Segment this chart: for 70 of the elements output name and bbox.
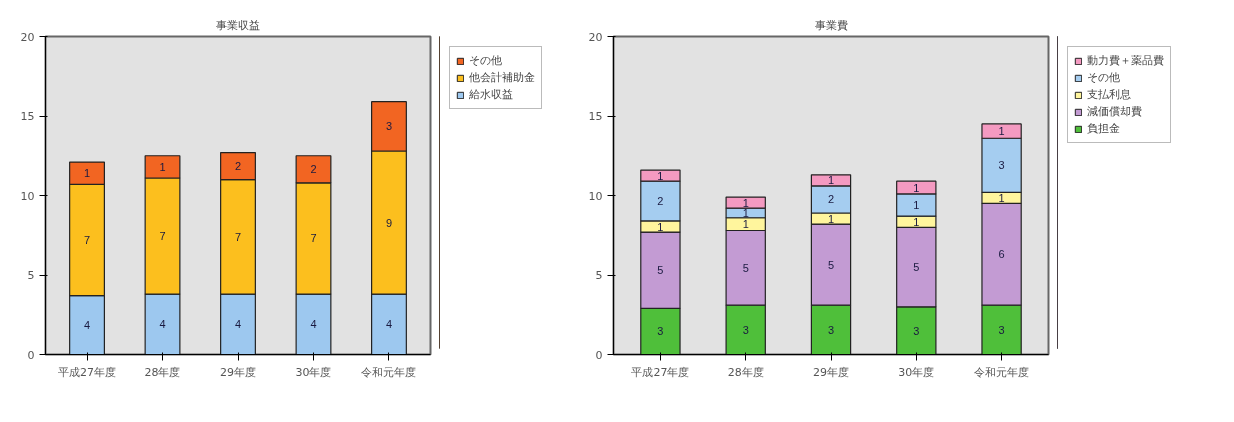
data-label: 1: [998, 191, 1005, 204]
y-tick-label: 15: [20, 110, 35, 123]
x-tick-label: 平成27年度: [58, 365, 117, 379]
data-label: 1: [827, 212, 835, 225]
legend-label: 支払利息: [1087, 87, 1131, 102]
data-label: 1: [913, 181, 920, 194]
x-tick-label: 29年度: [813, 365, 849, 379]
data-label: 7: [83, 234, 91, 247]
data-label: 4: [385, 318, 393, 331]
legend-label: 減価償却費: [1087, 104, 1142, 119]
data-label: 5: [827, 258, 835, 271]
data-label: 3: [657, 325, 664, 338]
legend-label: 給水収益: [469, 87, 513, 102]
data-label: 1: [827, 174, 835, 187]
y-tick-label: 10: [588, 189, 603, 203]
data-label: 2: [234, 160, 242, 173]
data-label: 1: [998, 125, 1005, 138]
chart-title: 事業費: [814, 18, 848, 32]
y-tick-label: 10: [20, 189, 35, 203]
data-label: 2: [827, 193, 835, 206]
legend-label: その他: [469, 53, 502, 68]
chart-title: 事業収益: [216, 18, 260, 32]
legend-label: その他: [1087, 70, 1120, 85]
data-label: 5: [657, 264, 664, 277]
data-label: 5: [913, 261, 920, 274]
x-tick-label: 平成27年度: [631, 365, 690, 379]
x-tick-label: 30年度: [898, 365, 935, 379]
data-label: 1: [913, 199, 920, 212]
data-label: 7: [159, 230, 166, 243]
data-label: 3: [913, 324, 920, 337]
data-label: 2: [310, 163, 317, 176]
data-label: 6: [998, 248, 1005, 261]
data-label: 1: [159, 160, 166, 173]
data-label: 3: [742, 323, 749, 336]
y-tick-label: 0: [27, 348, 35, 362]
y-tick-label: 20: [588, 30, 603, 44]
x-tick-label: 令和元年度: [974, 365, 1030, 379]
y-tick-label: 0: [595, 348, 603, 362]
x-tick-label: 28年度: [144, 365, 181, 379]
y-tick-label: 5: [595, 269, 603, 282]
y-tick-label: 15: [588, 110, 603, 123]
data-label: 1: [657, 220, 664, 233]
data-label: 4: [310, 318, 317, 331]
data-label: 4: [234, 318, 242, 331]
legend-label: 他会計補助金: [469, 70, 535, 85]
data-label: 1: [657, 169, 664, 182]
data-label: 7: [234, 230, 242, 243]
data-label: 1: [913, 215, 920, 228]
data-label: 1: [742, 218, 749, 231]
x-tick-label: 28年度: [727, 365, 764, 379]
data-label: 3: [998, 159, 1005, 172]
x-tick-label: 30年度: [295, 365, 332, 379]
data-label: 2: [657, 195, 664, 208]
legend-label: 動力費＋薬品費: [1087, 53, 1164, 68]
data-label: 3: [827, 323, 835, 336]
x-tick-label: 29年度: [220, 365, 256, 379]
data-label: 5: [742, 261, 749, 274]
data-label: 7: [310, 232, 317, 245]
data-label: 3: [385, 120, 393, 133]
data-label: 4: [83, 319, 91, 332]
data-label: 9: [385, 216, 393, 229]
data-label: 1: [742, 196, 749, 209]
legend-label: 負担金: [1087, 121, 1120, 136]
data-label: 3: [998, 323, 1005, 336]
data-label: 1: [742, 206, 749, 219]
data-label: 1: [83, 167, 91, 180]
x-tick-label: 令和元年度: [361, 365, 417, 379]
y-tick-label: 5: [27, 269, 35, 282]
y-tick-label: 20: [20, 30, 35, 44]
data-label: 4: [159, 318, 166, 331]
